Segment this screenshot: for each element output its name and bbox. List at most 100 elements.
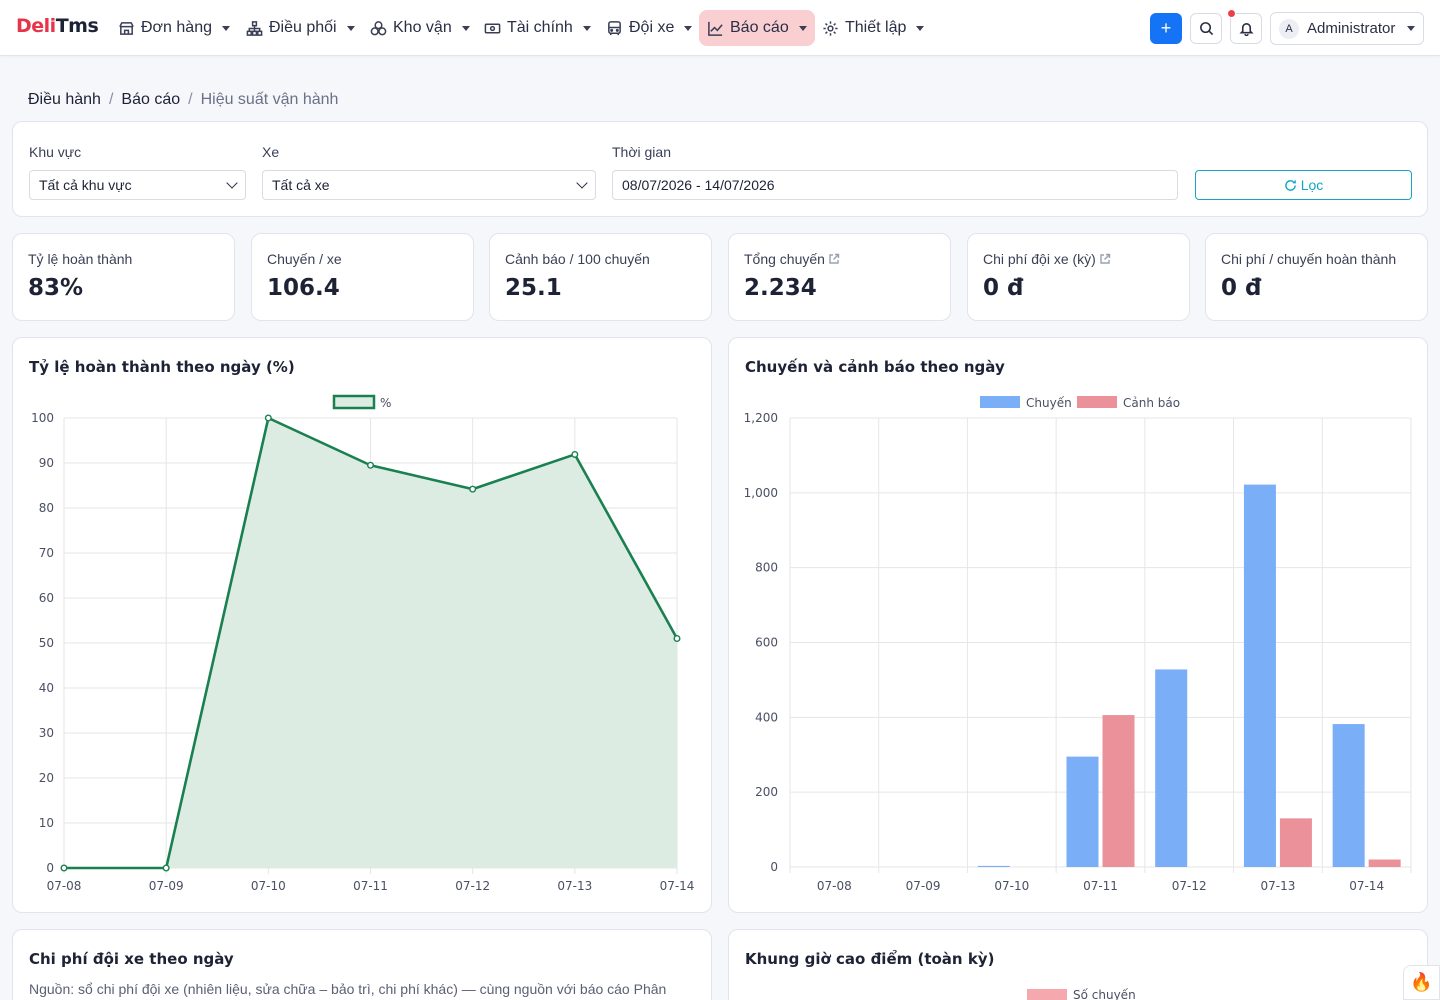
chevron-down-icon — [576, 177, 588, 189]
nav-label: Đội xe — [629, 19, 675, 36]
search-button[interactable] — [1190, 13, 1222, 44]
avatar: A — [1279, 18, 1299, 39]
kpi-value: 83% — [28, 275, 84, 301]
date-range-value: 08/07/2026 - 14/07/2026 — [622, 177, 775, 193]
caret-down-icon — [346, 25, 355, 31]
sitemap-icon — [246, 20, 263, 36]
y-tick-label: 20 — [39, 771, 54, 785]
nav-label: Điều phối — [269, 19, 337, 36]
nav-label: Kho vận — [393, 19, 452, 36]
x-tick-label: 07-13 — [557, 879, 592, 893]
bar — [1279, 818, 1312, 867]
bar — [977, 865, 1010, 867]
completion-rate-chart: 0 10 20 30 40 50 60 70 80 90 100 07-08 07-09 07-10 07-… — [31, 394, 695, 893]
user-menu[interactable]: A Administrator — [1270, 12, 1424, 45]
nav-item-dispatch[interactable]: Điều phối — [238, 10, 363, 46]
breadcrumb-separator: / — [108, 91, 114, 108]
breadcrumb: Điều hành / Báo cáo / Hiệu suất vận hành — [28, 91, 338, 109]
y-tick-label: 0 — [46, 861, 54, 875]
x-tick-label: 07-11 — [353, 879, 388, 893]
fleet-cost-card: Chi phí đội xe theo ngày Nguồn: sổ chi p… — [12, 929, 712, 1000]
kpi-label: Chi phí / chuyến hoàn thành — [1221, 251, 1397, 267]
kpi-value: 0 đ — [1221, 275, 1262, 301]
y-tick-label: 30 — [39, 726, 54, 740]
user-name: Administrator — [1307, 20, 1396, 37]
brand-logo[interactable]: DeliTms — [16, 15, 99, 37]
legend-swatch — [332, 394, 376, 410]
y-tick-label: 600 — [755, 636, 778, 650]
bar — [1332, 724, 1365, 867]
x-tick-label: 07-14 — [660, 879, 695, 893]
y-tick-label: 90 — [39, 456, 54, 470]
nav-item-settings[interactable]: Thiết lập — [814, 10, 932, 46]
region-select[interactable]: Tất cả khu vực — [29, 170, 246, 200]
bar — [1066, 756, 1099, 867]
bell-icon — [1238, 23, 1254, 36]
nav-item-reports[interactable]: Báo cáo — [699, 10, 815, 46]
kpi-value: 2.234 — [744, 275, 817, 301]
chart-title: Chuyến và cảnh báo theo ngày — [745, 358, 1005, 376]
filter-button[interactable]: Lọc — [1195, 170, 1412, 200]
kpi-value: 0 đ — [983, 275, 1024, 301]
chart-title: Chi phí đội xe theo ngày — [29, 950, 234, 968]
bar — [1155, 669, 1188, 867]
nav-item-warehouse[interactable]: Kho vận — [362, 10, 478, 46]
chart-line-icon — [708, 21, 723, 36]
nav-item-fleet[interactable]: Đội xe — [598, 10, 700, 46]
x-tick-label: 07-12 — [1172, 879, 1207, 893]
nav-label: Đơn hàng — [141, 19, 212, 36]
nav-item-finance[interactable]: Tài chính — [476, 10, 599, 46]
date-range-input[interactable]: 08/07/2026 - 14/07/2026 — [612, 170, 1178, 200]
kpi-card: Chuyến / xe 106.4 — [251, 233, 474, 321]
top-navbar: DeliTms Đơn hàng Điều phối Kho vận Tài c… — [0, 0, 1440, 56]
series-area — [64, 418, 677, 868]
data-point — [571, 450, 579, 458]
legend-label: % — [380, 396, 391, 410]
data-point — [60, 864, 68, 872]
breadcrumb-item[interactable]: Báo cáo — [121, 91, 181, 108]
bus-icon — [608, 20, 621, 35]
trips-alerts-chart: 0 200 400 600 800 1,000 1,200 07-08 07-09 07-10 07… — [744, 396, 1412, 893]
caret-down-icon — [684, 25, 693, 31]
refresh-icon — [1284, 179, 1296, 191]
external-link-icon[interactable] — [1099, 253, 1111, 265]
caret-down-icon — [916, 25, 925, 31]
legend-swatch — [1077, 396, 1117, 408]
completion-rate-chart-card: Tỷ lệ hoàn thành theo ngày (%) 0 10 20 30 40… — [12, 337, 712, 913]
kpi-card: Chi phí / chuyến hoàn thành 0 đ — [1205, 233, 1428, 321]
y-tick-label: 0 — [770, 860, 778, 874]
nav-label: Thiết lập — [845, 19, 907, 36]
x-tick-label: 07-13 — [1260, 879, 1295, 893]
y-tick-label: 40 — [39, 681, 54, 695]
vehicle-select[interactable]: Tất cả xe — [262, 170, 596, 200]
notifications-button[interactable] — [1230, 13, 1262, 44]
kpi-label: Chuyến / xe — [267, 251, 342, 267]
x-tick-label: 07-09 — [149, 879, 184, 893]
nav-label: Tài chính — [507, 19, 573, 36]
nav-item-orders[interactable]: Đơn hàng — [110, 10, 238, 46]
fire-icon[interactable]: 🔥 — [1403, 965, 1440, 1000]
x-tick-label: 07-10 — [994, 879, 1029, 893]
caret-down-icon — [461, 25, 470, 31]
caret-down-icon — [798, 25, 807, 31]
external-link-icon[interactable] — [828, 253, 840, 265]
y-tick-label: 1,200 — [744, 411, 778, 425]
region-label: Khu vực — [29, 144, 82, 160]
vehicle-label: Xe — [262, 144, 280, 160]
breadcrumb-item[interactable]: Điều hành — [28, 91, 101, 108]
nav-label: Báo cáo — [730, 19, 789, 36]
trips-alerts-chart-card: Chuyến và cảnh báo theo ngày 0 200 400 600 8… — [728, 337, 1428, 913]
chart-title: Tỷ lệ hoàn thành theo ngày (%) — [29, 358, 295, 376]
boxes-icon — [370, 20, 387, 35]
y-tick-label: 70 — [39, 546, 54, 560]
kpi-card: Chi phí đội xe (kỳ) 0 đ — [967, 233, 1190, 321]
cost-source-note: Nguồn: sổ chi phí đội xe (nhiên liệu, sử… — [29, 981, 667, 997]
y-tick-label: 60 — [39, 591, 54, 605]
y-tick-label: 200 — [755, 785, 778, 799]
breadcrumb-current: Hiệu suất vận hành — [200, 91, 339, 108]
add-button[interactable]: + — [1150, 13, 1182, 44]
x-tick-label: 07-08 — [817, 879, 852, 893]
caret-down-icon — [221, 25, 230, 31]
x-tick-label: 07-12 — [455, 879, 490, 893]
kpi-card: Tổng chuyến 2.234 — [728, 233, 951, 321]
